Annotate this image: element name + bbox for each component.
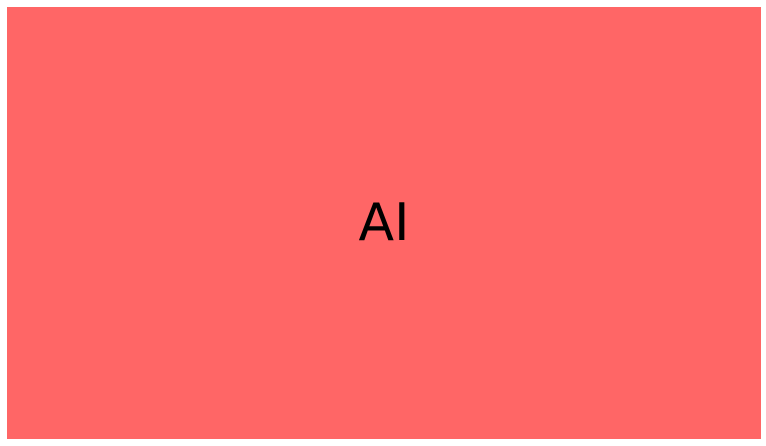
panel-label: AI — [358, 193, 410, 253]
ai-panel: AI — [7, 7, 761, 439]
